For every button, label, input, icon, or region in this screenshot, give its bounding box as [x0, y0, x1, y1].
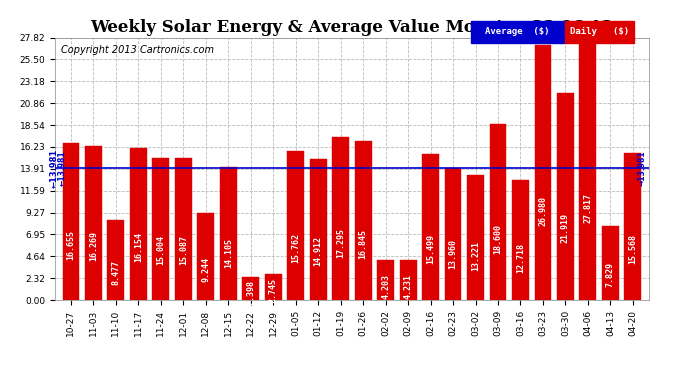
Bar — [444, 168, 462, 300]
Bar — [602, 226, 619, 300]
Bar — [63, 143, 79, 300]
Text: 4.231: 4.231 — [404, 273, 413, 298]
Text: ←13.981: ←13.981 — [50, 148, 59, 188]
Text: 18.600: 18.600 — [493, 224, 502, 254]
Bar — [512, 180, 529, 300]
Bar — [400, 260, 417, 300]
Text: →13.981: →13.981 — [638, 150, 647, 186]
Bar — [624, 153, 641, 300]
Text: 16.154: 16.154 — [134, 232, 143, 262]
Text: Daily   ($): Daily ($) — [570, 27, 629, 36]
Bar — [130, 148, 147, 300]
Text: 16.845: 16.845 — [359, 230, 368, 260]
Bar — [535, 45, 551, 300]
Bar — [580, 38, 596, 300]
Text: Average  ($): Average ($) — [485, 27, 549, 36]
Text: ←13.981: ←13.981 — [57, 150, 66, 186]
Bar — [377, 260, 394, 300]
Bar — [175, 158, 192, 300]
Text: 15.087: 15.087 — [179, 235, 188, 265]
Bar — [287, 151, 304, 300]
Text: 16.655: 16.655 — [66, 230, 75, 260]
Text: 17.295: 17.295 — [336, 228, 345, 258]
Text: 9.244: 9.244 — [201, 257, 210, 282]
Text: 2.398: 2.398 — [246, 280, 255, 304]
Text: 26.980: 26.980 — [538, 196, 547, 226]
Bar — [265, 274, 282, 300]
Text: 15.568: 15.568 — [629, 234, 638, 264]
Text: 14.912: 14.912 — [314, 236, 323, 266]
Bar — [197, 213, 214, 300]
Text: 2.745: 2.745 — [268, 278, 278, 303]
Text: 7.829: 7.829 — [606, 262, 615, 286]
Text: 8.477: 8.477 — [111, 260, 120, 285]
Text: 16.269: 16.269 — [89, 231, 98, 261]
Text: 21.919: 21.919 — [561, 213, 570, 243]
Bar — [490, 124, 506, 300]
Bar — [152, 158, 169, 300]
Text: 14.105: 14.105 — [224, 238, 233, 268]
Text: 4.203: 4.203 — [381, 274, 390, 298]
Bar — [310, 159, 326, 300]
Title: Weekly Solar Energy & Average Value Mon Apr 22 06:12: Weekly Solar Energy & Average Value Mon … — [90, 19, 613, 36]
Bar — [108, 220, 124, 300]
Bar — [242, 278, 259, 300]
Text: 13.221: 13.221 — [471, 242, 480, 272]
Bar — [422, 154, 439, 300]
Bar — [220, 167, 237, 300]
Bar — [85, 147, 102, 300]
Text: 13.960: 13.960 — [448, 239, 457, 269]
Bar — [355, 141, 372, 300]
Text: 15.762: 15.762 — [291, 233, 300, 263]
Text: 15.004: 15.004 — [157, 236, 166, 266]
Text: 15.499: 15.499 — [426, 234, 435, 264]
Text: Copyright 2013 Cartronics.com: Copyright 2013 Cartronics.com — [61, 45, 214, 56]
Bar — [557, 93, 574, 300]
Bar — [332, 137, 349, 300]
Text: 27.817: 27.817 — [584, 193, 593, 223]
Text: 12.718: 12.718 — [516, 243, 525, 273]
Bar — [467, 175, 484, 300]
